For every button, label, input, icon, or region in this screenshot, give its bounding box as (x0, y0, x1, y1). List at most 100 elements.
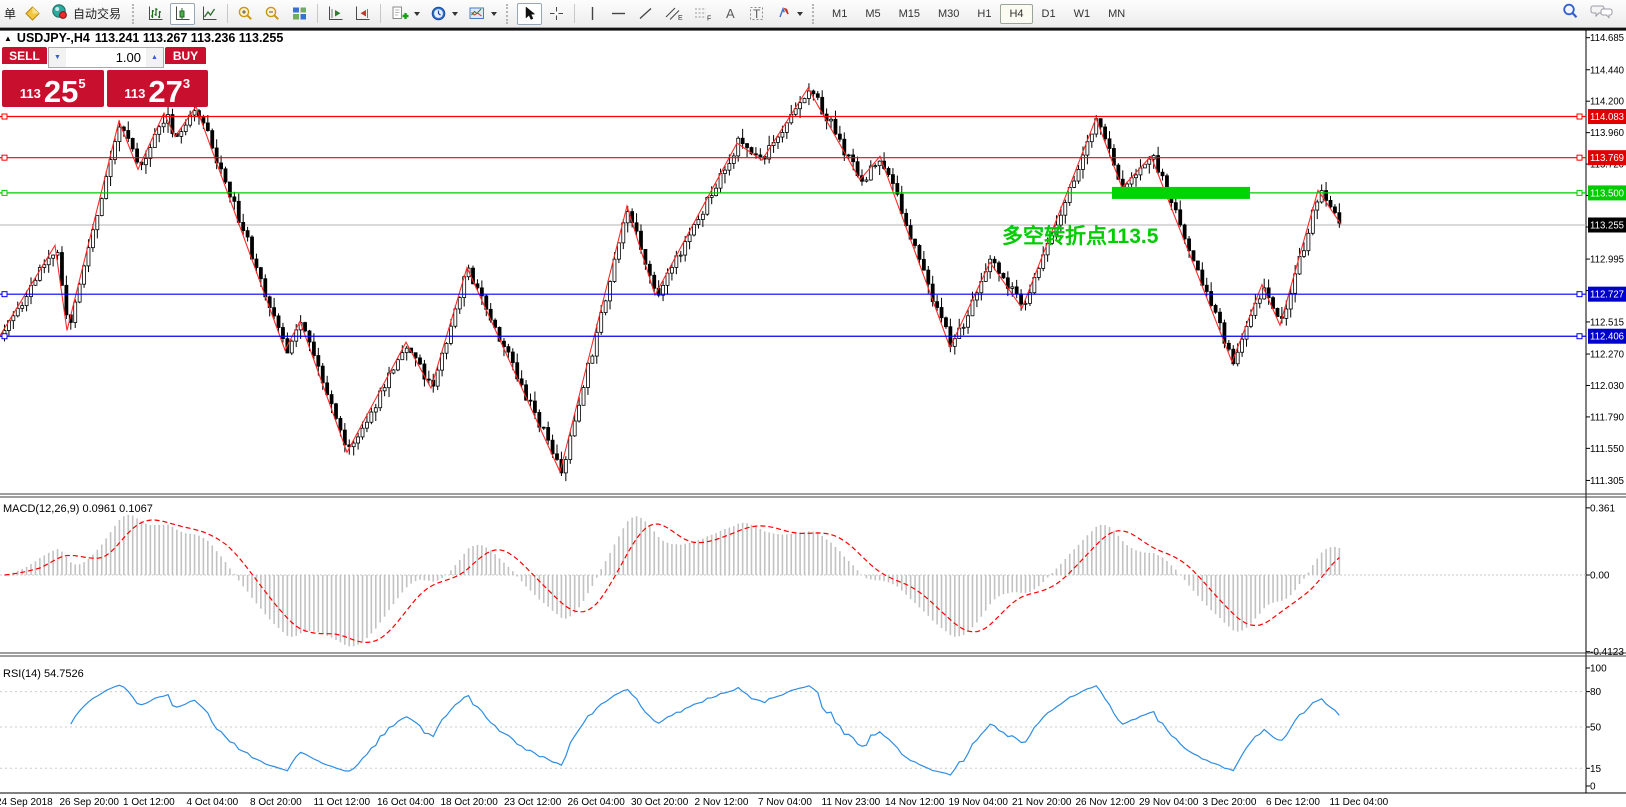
sell-price-box[interactable]: 113 25 5 (2, 70, 104, 107)
chart-title: ▲ USDJPY-,H4 113.241 113.267 113.236 113… (4, 31, 283, 45)
tf-M1[interactable]: M1 (832, 7, 848, 20)
arrows-icon[interactable] (771, 3, 807, 25)
svg-text:30 Oct 20:00: 30 Oct 20:00 (631, 797, 689, 807)
svg-text:26 Sep 20:00: 26 Sep 20:00 (60, 797, 120, 807)
svg-text:50: 50 (1590, 723, 1602, 734)
svg-text:113.255: 113.255 (1590, 221, 1624, 232)
svg-text:7 Nov 04:00: 7 Nov 04:00 (758, 797, 812, 807)
sell-button[interactable]: SELL (2, 47, 47, 64)
autotrade-label: 自动交易 (73, 7, 122, 21)
time-axis[interactable]: 24 Sep 2018 26 Sep 20:00 1 Oct 12:00 4 Oct … (0, 797, 1389, 807)
candlestick-chart-icon[interactable] (170, 2, 196, 25)
svg-text:112.995: 112.995 (1590, 255, 1624, 266)
dropdown-caret-icon (797, 11, 804, 16)
svg-text:11 Nov 23:00: 11 Nov 23:00 (822, 797, 881, 807)
tf-M5[interactable]: M5 (865, 7, 881, 20)
candles (2, 83, 1342, 482)
zoom-in-icon[interactable] (233, 3, 258, 25)
tf-MN[interactable]: MN (1108, 7, 1126, 20)
svg-text:15: 15 (1590, 764, 1602, 775)
svg-text:111.305: 111.305 (1590, 476, 1624, 487)
svg-text:114.083: 114.083 (1590, 112, 1624, 123)
svg-text:113.500: 113.500 (1590, 188, 1624, 199)
periods-clock-icon[interactable] (426, 3, 462, 25)
sell-price-sup: 5 (78, 76, 86, 91)
svg-text:100: 100 (1590, 664, 1607, 675)
cursor-icon[interactable] (517, 2, 543, 25)
fibonacci-icon[interactable]: F (689, 3, 716, 25)
svg-text:112.270: 112.270 (1590, 350, 1624, 361)
template-icon[interactable] (464, 3, 501, 25)
svg-text:113.769: 113.769 (1590, 153, 1624, 164)
rsi-line (70, 684, 1340, 776)
svg-text:3 Dec 20:00: 3 Dec 20:00 (1203, 797, 1257, 807)
auto-scroll-icon[interactable] (323, 3, 348, 25)
svg-text:26 Oct 04:00: 26 Oct 04:00 (568, 797, 626, 807)
svg-text:114.685: 114.685 (1590, 33, 1624, 44)
svg-text:4 Oct 04:00: 4 Oct 04:00 (187, 797, 239, 807)
annotation-text[interactable]: 多空转折点113.5 (1002, 224, 1159, 248)
volume-decrease-button[interactable]: ▼ (49, 48, 66, 67)
equidistant-channel-icon[interactable]: E (660, 3, 687, 25)
buy-button[interactable]: BUY (165, 47, 206, 64)
buy-price-big: 27 (148, 73, 183, 109)
bar-chart-icon[interactable] (143, 3, 168, 25)
svg-text:111.550: 111.550 (1590, 444, 1624, 455)
svg-text:14 Nov 12:00: 14 Nov 12:00 (885, 797, 945, 807)
crosshair-icon[interactable] (544, 3, 569, 25)
line-chart-icon[interactable] (197, 3, 222, 25)
svg-text:114.440: 114.440 (1590, 65, 1624, 76)
tf-M30[interactable]: M30 (938, 7, 960, 20)
horizontal-level-lines[interactable] (0, 113, 1586, 340)
autotrade-button[interactable]: 自动交易 (47, 3, 127, 25)
tf-D1[interactable]: D1 (1041, 7, 1056, 20)
svg-text:80: 80 (1590, 687, 1602, 698)
search-icon[interactable] (1561, 2, 1580, 26)
tf-W1[interactable]: W1 (1073, 7, 1091, 20)
svg-text:111.790: 111.790 (1590, 412, 1624, 423)
toolbar-right (1561, 2, 1620, 26)
collapse-arrow-icon[interactable]: ▲ (4, 33, 12, 43)
gold-gem-icon[interactable] (20, 3, 45, 25)
rsi-label: RSI(14) 54.7526 (3, 668, 84, 680)
tf-M15[interactable]: M15 (898, 7, 920, 20)
trendline-icon[interactable] (633, 3, 658, 25)
one-click-trade-panel: SELL ▼ ▲ BUY 113 25 5 113 27 3 (2, 47, 208, 107)
chart-shift-icon[interactable] (350, 3, 375, 25)
buy-price-prefix: 113 (124, 86, 146, 101)
svg-text:11 Oct 12:00: 11 Oct 12:00 (314, 797, 371, 807)
svg-text:0.00: 0.00 (1590, 571, 1610, 582)
dropdown-caret-icon (452, 11, 459, 16)
text-label-icon[interactable]: T (744, 3, 769, 25)
tf-H1[interactable]: H1 (977, 7, 992, 20)
tf-H4[interactable]: H4 (1000, 3, 1033, 24)
sell-price-prefix: 113 (19, 86, 41, 101)
tile-windows-icon[interactable] (287, 3, 312, 25)
chart-ohlc: 113.241 113.267 113.236 113.255 (94, 31, 284, 45)
text-icon[interactable]: A (718, 3, 742, 25)
svg-text:112.727: 112.727 (1590, 290, 1624, 301)
add-indicator-icon[interactable] (386, 3, 424, 25)
svg-text:T: T (753, 7, 761, 21)
svg-text:16 Oct 04:00: 16 Oct 04:00 (377, 797, 435, 807)
volume-input[interactable] (66, 48, 146, 67)
svg-text:29 Nov 04:00: 29 Nov 04:00 (1139, 797, 1199, 807)
chat-icon[interactable] (1590, 2, 1614, 26)
price-axis[interactable]: 114.685114.440114.200113.960113.720113.4… (1586, 33, 1624, 487)
toolbar-grip (812, 3, 818, 24)
order-button[interactable]: 单 (4, 7, 17, 21)
vertical-line-icon[interactable] (580, 3, 604, 25)
svg-text:19 Nov 04:00: 19 Nov 04:00 (949, 797, 1009, 807)
zigzag-line[interactable] (0, 87, 1342, 474)
horizontal-line-icon[interactable] (606, 3, 631, 25)
svg-text:F: F (707, 16, 711, 23)
svg-text:0: 0 (1590, 782, 1596, 793)
svg-text:A: A (726, 6, 735, 21)
zoom-out-icon[interactable] (260, 3, 285, 25)
toolbar-separator (574, 4, 576, 23)
macd-label: MACD(12,26,9) 0.0961 0.1067 (3, 503, 153, 515)
green-zone-bar[interactable] (1112, 186, 1250, 199)
buy-price-box[interactable]: 113 27 3 (106, 70, 208, 109)
volume-increase-button[interactable]: ▲ (146, 48, 163, 67)
